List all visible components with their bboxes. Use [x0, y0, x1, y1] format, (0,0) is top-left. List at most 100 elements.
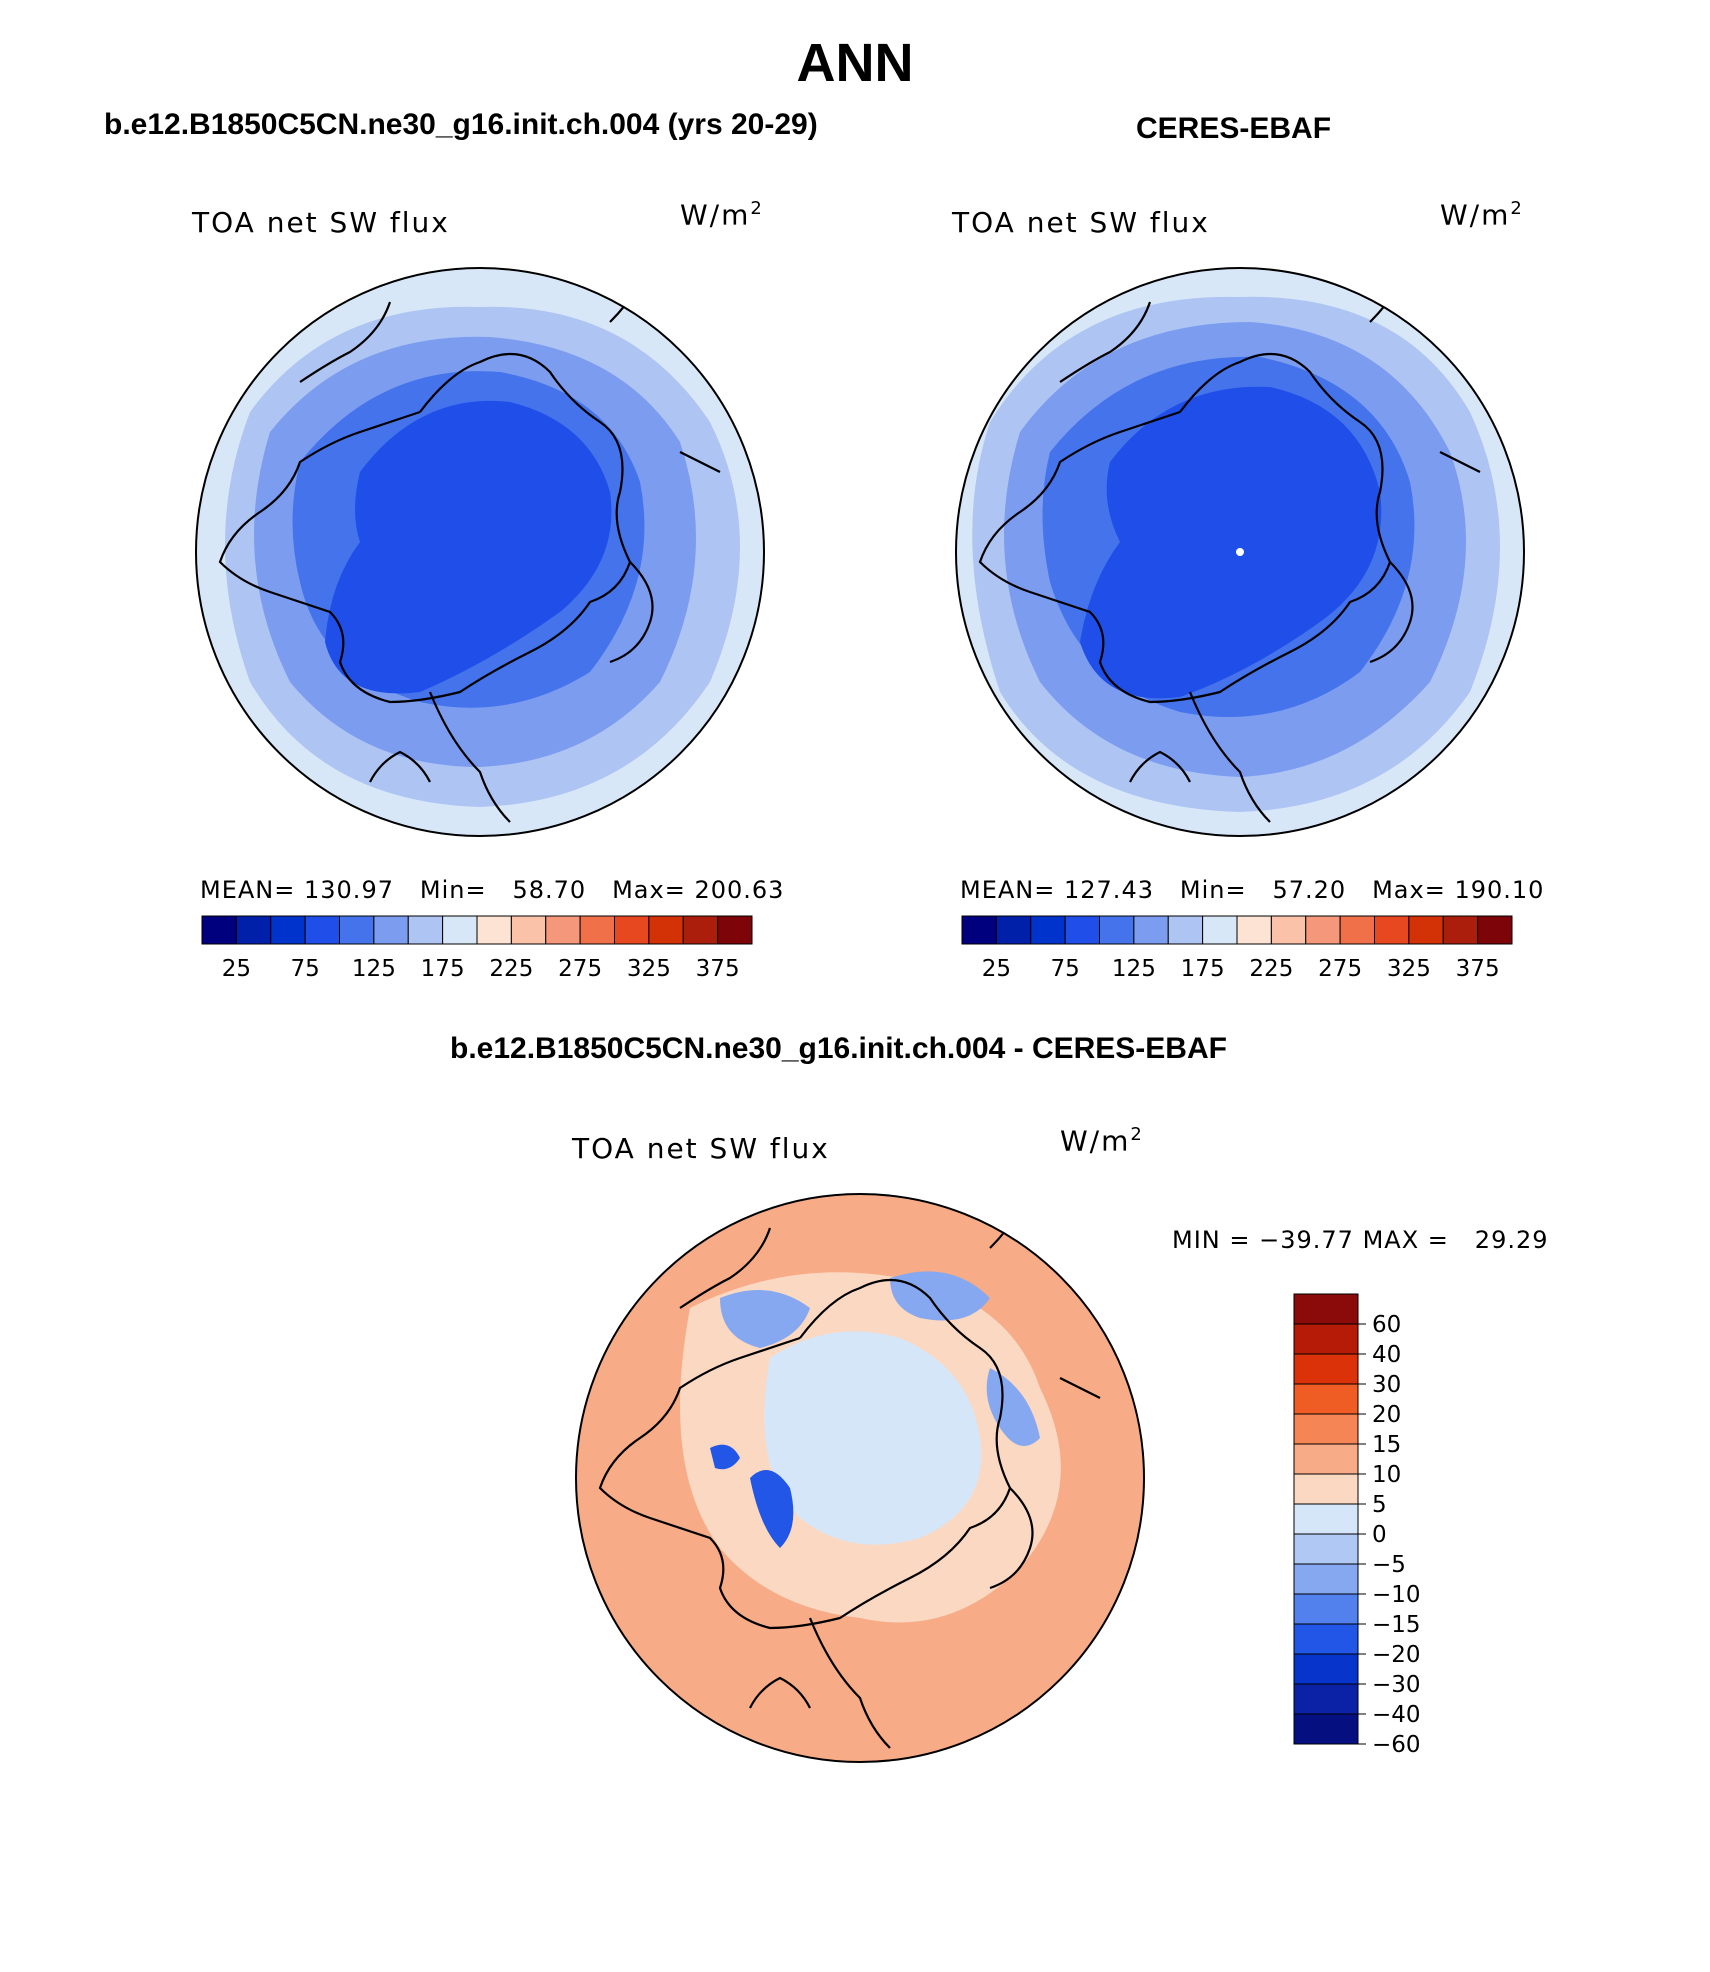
diff-minmax: MIN = −39.77 MAX = 29.29	[1172, 1226, 1549, 1254]
colorbar-swatch	[1293, 1323, 1359, 1355]
diff-panel-title: b.e12.B1850C5CN.ne30_g16.init.ch.004 - C…	[450, 1032, 1227, 1065]
right-units-label: W/m2	[1440, 198, 1524, 232]
colorbar-swatch	[235, 915, 272, 945]
coastlines	[218, 281, 721, 823]
colorbar-swatch	[1293, 1353, 1359, 1385]
colorbar-tick-label: 225	[489, 956, 533, 982]
colorbar-swatch	[1293, 1413, 1359, 1445]
colorbar-tick-label: 25	[982, 956, 1011, 982]
colorbar-tick-label: −60	[1372, 1732, 1421, 1758]
colorbar-swatch	[339, 915, 375, 945]
colorbar-tick-label: 25	[222, 956, 251, 982]
colorbar-swatch	[373, 915, 409, 945]
colorbar-swatch	[476, 915, 512, 945]
colorbar-tick-label: 75	[290, 956, 319, 982]
colorbar-swatch	[1293, 1533, 1359, 1565]
left-variable-label: TOA net SW flux	[192, 206, 450, 239]
colorbar-swatch	[1030, 915, 1066, 945]
map-level-4	[710, 1444, 740, 1470]
diff-variable-label: TOA net SW flux	[572, 1132, 830, 1165]
colorbar-tick-label: 275	[1318, 956, 1362, 982]
diff-map	[575, 1193, 1145, 1763]
colorbar-swatch	[1442, 915, 1479, 945]
colorbar-swatch	[614, 915, 650, 945]
colorbar-tick-label: 125	[352, 956, 396, 982]
colorbar-swatch	[1374, 915, 1410, 945]
colorbar-tick-label: 75	[1050, 956, 1079, 982]
colorbar-tick-label: 0	[1372, 1522, 1387, 1548]
colorbar-swatch	[1064, 915, 1100, 945]
colorbar-swatch	[1133, 915, 1169, 945]
colorbar-swatch	[304, 915, 340, 945]
colorbar-swatch	[201, 915, 237, 945]
map-level-3	[890, 1271, 990, 1321]
colorbar-tick-label: 225	[1249, 956, 1293, 982]
colorbar-tick-label: −40	[1372, 1702, 1421, 1728]
colorbar-swatch	[1339, 915, 1375, 945]
colorbar-swatch	[442, 915, 478, 945]
colorbar-tick-label: 375	[696, 956, 740, 982]
colorbar-swatch	[1408, 915, 1444, 945]
colorbar-swatch	[648, 915, 684, 945]
colorbar-swatch	[407, 915, 444, 945]
colorbar-tick-label: 325	[1387, 956, 1431, 982]
map-level-4	[325, 400, 612, 694]
colorbar-swatch	[545, 915, 581, 945]
map-level-3	[720, 1290, 810, 1348]
colorbar-tick-label: 175	[421, 956, 465, 982]
colorbar-swatch	[1305, 915, 1341, 945]
colorbar-swatch	[579, 915, 615, 945]
colorbar-swatch	[1293, 1713, 1359, 1745]
colorbar-swatch	[961, 915, 997, 945]
left-stats: MEAN= 130.97 Min= 58.70 Max= 200.63	[200, 876, 785, 904]
colorbar-tick-label: 375	[1456, 956, 1500, 982]
colorbar-tick-label: 325	[627, 956, 671, 982]
colorbar-swatch	[270, 915, 306, 945]
left-panel-title: b.e12.B1850C5CN.ne30_g16.init.ch.004 (yr…	[104, 108, 818, 141]
colorbar-swatch	[1293, 1293, 1359, 1325]
map-level-2	[764, 1331, 982, 1545]
colorbar-tick-label: −10	[1372, 1582, 1421, 1608]
colorbar-tick-label: 275	[558, 956, 602, 982]
colorbar-tick-label: 20	[1372, 1402, 1401, 1428]
diff-units-label: W/m2	[1060, 1124, 1144, 1158]
colorbar-swatch	[1293, 1443, 1359, 1475]
colorbar-swatch	[1293, 1623, 1359, 1655]
colorbar-swatch	[1236, 915, 1272, 945]
colorbar-swatch	[510, 915, 547, 945]
colorbar-swatch	[1293, 1593, 1359, 1625]
colorbar-swatch	[1293, 1503, 1359, 1535]
colorbar-swatch	[1293, 1383, 1359, 1415]
colorbar-swatch	[1202, 915, 1238, 945]
colorbar-swatch	[1270, 915, 1307, 945]
colorbar-tick-label: 15	[1372, 1432, 1401, 1458]
main-title: ANN	[796, 33, 914, 93]
colorbar-tick-label: 175	[1181, 956, 1225, 982]
colorbar-swatch	[995, 915, 1032, 945]
right-map	[955, 267, 1525, 837]
coastlines	[598, 1207, 1101, 1749]
right-panel-title: CERES-EBAF	[1136, 112, 1332, 145]
colorbar-tick-label: 10	[1372, 1462, 1401, 1488]
colorbar-swatch	[1477, 915, 1513, 945]
colorbar-swatch	[1167, 915, 1204, 945]
colorbar-swatch	[1293, 1653, 1359, 1685]
map-level-4	[750, 1470, 794, 1548]
colorbar-tick-label: 125	[1112, 956, 1156, 982]
colorbar-tick-label: 5	[1372, 1492, 1387, 1518]
right-variable-label: TOA net SW flux	[952, 206, 1210, 239]
colorbar-tick-label: 60	[1372, 1312, 1401, 1338]
colorbar-swatch	[682, 915, 719, 945]
map-level-3	[986, 1368, 1040, 1446]
colorbar-swatch	[1293, 1563, 1359, 1595]
colorbar-tick-label: 30	[1372, 1372, 1401, 1398]
colorbar-tick-label: 40	[1372, 1342, 1401, 1368]
colorbar-tick-label: −15	[1372, 1612, 1421, 1638]
left-units-label: W/m2	[680, 198, 764, 232]
left-map	[195, 267, 765, 837]
pole-marker	[1236, 548, 1244, 556]
diff-colorbar: 60 40 30 20 15 10 5 0 −5 −10 −15 −20 −30 −40 −60	[1293, 1293, 1421, 1758]
right-colorbar: 25 75 125 175 225 275 325 375	[961, 915, 1513, 982]
colorbar-tick-label: −20	[1372, 1642, 1421, 1668]
colorbar-swatch	[1099, 915, 1135, 945]
